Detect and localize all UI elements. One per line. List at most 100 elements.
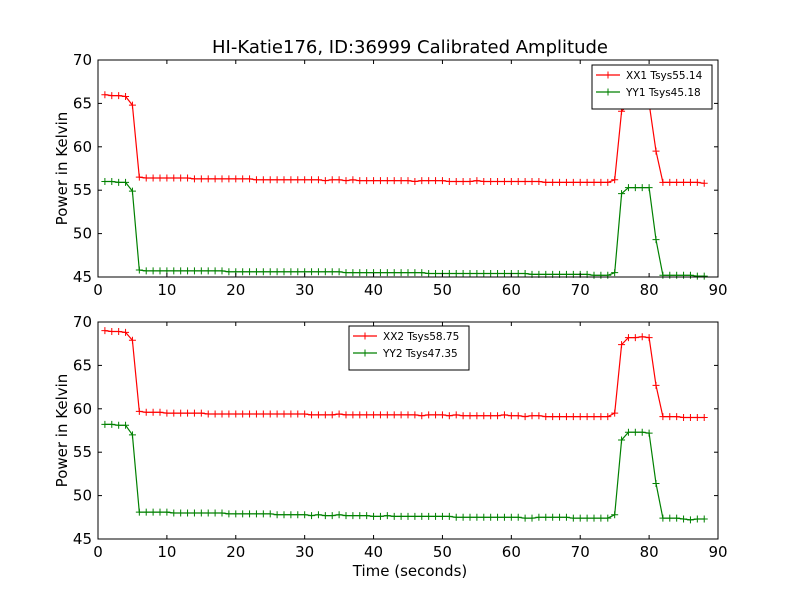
y-tick-label: 55 (73, 443, 92, 461)
data-point (466, 412, 474, 420)
data-point (328, 268, 336, 276)
data-point (459, 412, 467, 420)
data-point (135, 508, 143, 516)
data-point (115, 421, 123, 429)
data-point (204, 175, 212, 183)
data-point (197, 409, 205, 417)
data-point (597, 413, 605, 421)
data-point (500, 178, 508, 186)
data-point (556, 178, 564, 186)
data-point (190, 267, 198, 275)
data-point (473, 513, 481, 521)
data-point (321, 177, 329, 185)
data-point (652, 381, 660, 389)
data-point (376, 411, 384, 419)
data-point (232, 410, 240, 418)
data-point (239, 175, 247, 183)
data-point (624, 184, 632, 192)
data-point (432, 512, 440, 520)
data-point (673, 178, 681, 186)
x-tick-label: 20 (226, 281, 245, 299)
data-point (204, 410, 212, 418)
y-tick-label: 55 (73, 181, 92, 199)
data-point (356, 411, 364, 419)
data-point (301, 511, 309, 519)
data-point (562, 413, 570, 421)
data-point (115, 328, 123, 336)
data-point (163, 508, 171, 516)
data-point (314, 268, 322, 276)
y-tick-label: 50 (73, 225, 92, 243)
data-point (308, 176, 316, 184)
data-point (328, 512, 336, 520)
data-point (576, 514, 584, 522)
y-tick-label: 60 (73, 400, 92, 418)
data-point (115, 92, 123, 100)
data-point (500, 411, 508, 419)
data-point (108, 92, 116, 100)
data-point (438, 411, 446, 419)
data-point (197, 267, 205, 275)
data-point (659, 178, 667, 186)
data-point (128, 101, 136, 109)
data-point (425, 512, 433, 520)
legend-marker (361, 349, 369, 357)
data-point (128, 187, 136, 195)
data-point (363, 177, 371, 185)
data-point (259, 268, 267, 276)
data-point (445, 412, 453, 420)
data-point (542, 178, 550, 186)
x-tick-label: 50 (433, 543, 452, 561)
data-point (514, 513, 522, 521)
data-point (693, 178, 701, 186)
data-point (583, 413, 591, 421)
data-point (149, 267, 157, 275)
data-point (314, 511, 322, 519)
data-point (418, 412, 426, 420)
data-point (115, 178, 123, 186)
data-point (211, 267, 219, 275)
data-point (280, 268, 288, 276)
data-point (314, 411, 322, 419)
x-tick-label: 0 (93, 281, 103, 299)
data-point (404, 269, 412, 277)
data-point (335, 511, 343, 519)
data-point (225, 175, 233, 183)
data-point (473, 177, 481, 185)
data-point (142, 508, 150, 516)
data-point (321, 411, 329, 419)
data-point (135, 407, 143, 415)
data-point (528, 412, 536, 420)
data-point (611, 269, 619, 277)
data-point (177, 409, 185, 417)
data-point (246, 268, 254, 276)
data-point (466, 270, 474, 278)
data-point (611, 511, 619, 519)
data-point (383, 512, 391, 520)
data-point (142, 408, 150, 416)
data-point (397, 411, 405, 419)
data-point (556, 513, 564, 521)
data-point (631, 428, 639, 436)
data-point (638, 184, 646, 192)
data-point (452, 513, 460, 521)
data-point (521, 178, 529, 186)
data-point (466, 513, 474, 521)
data-point (618, 341, 626, 349)
data-point (549, 178, 557, 186)
data-point (611, 409, 619, 417)
data-point (418, 512, 426, 520)
data-point (604, 514, 612, 522)
data-point (108, 328, 116, 336)
data-point (246, 410, 254, 418)
chart-title: HI-Katie176, ID:36999 Calibrated Amplitu… (212, 37, 608, 58)
data-point (459, 513, 467, 521)
legend-label: XX2 Tsys58.75 (383, 331, 459, 343)
data-point (342, 269, 350, 277)
data-point (452, 270, 460, 278)
data-point (500, 270, 508, 278)
data-point (686, 271, 694, 279)
data-point (266, 176, 274, 184)
data-point (122, 421, 130, 429)
data-point (604, 413, 612, 421)
